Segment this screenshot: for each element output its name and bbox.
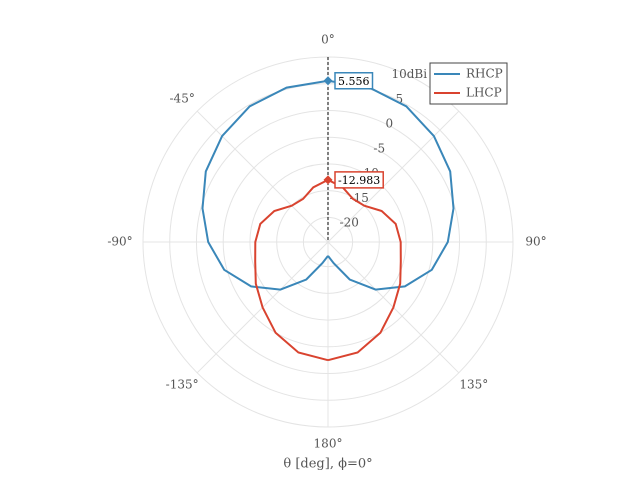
hover-box — [334, 171, 384, 189]
legend: RHCP LHCP — [429, 62, 508, 105]
spoke — [327, 110, 460, 243]
plot: 5.556 -12.983 — [201, 72, 455, 362]
hover-marker — [323, 175, 333, 185]
legend-label: RHCP — [466, 67, 503, 81]
ring — [276, 190, 380, 294]
legend-box — [429, 62, 508, 105]
axis-title: θ [deg], ϕ=0° — [283, 457, 372, 472]
r-tick-label: -5 — [373, 141, 385, 155]
r-tick-label: -15 — [350, 191, 369, 205]
theta-tick-label: 0° — [321, 33, 335, 47]
r-tick-label: 5 — [395, 92, 403, 106]
theta-tick-label: -45° — [170, 92, 195, 106]
legend-label: LHCP — [466, 86, 502, 100]
r-tick-label: 0 — [385, 117, 393, 131]
hover-box — [334, 72, 374, 90]
hover-label: -12.983 — [338, 174, 380, 187]
theta-tick-label: 135° — [459, 377, 488, 391]
theta-tick-label: 90° — [525, 235, 546, 249]
r-tick-label: -20 — [340, 216, 359, 230]
spoke — [196, 110, 329, 243]
theta-tick-label: -90° — [107, 235, 132, 249]
ring — [195, 109, 461, 375]
r-tick-label: 10dBi — [391, 67, 427, 81]
theta-tick-label: -135° — [166, 377, 199, 391]
hover-marker — [323, 76, 333, 86]
theta-tick-label: 180° — [314, 437, 343, 451]
hover-label: 5.556 — [338, 75, 370, 88]
